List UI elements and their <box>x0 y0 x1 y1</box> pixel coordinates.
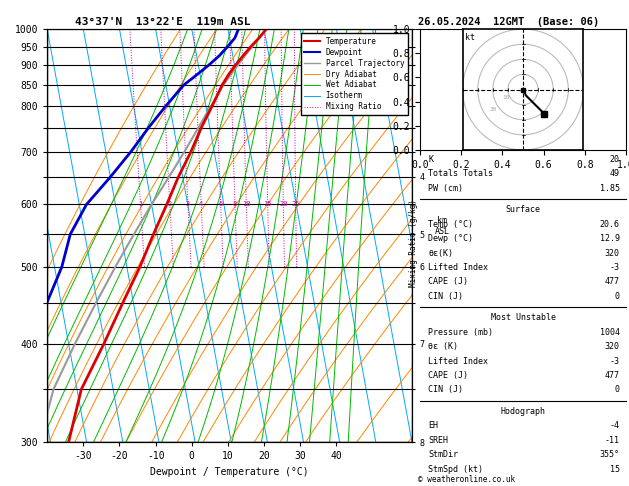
Text: CAPE (J): CAPE (J) <box>428 371 469 380</box>
Text: -11: -11 <box>604 436 620 445</box>
Y-axis label: km
ASL: km ASL <box>435 216 450 236</box>
Text: 26.05.2024  12GMT  (Base: 06): 26.05.2024 12GMT (Base: 06) <box>418 17 599 27</box>
Text: Totals Totals: Totals Totals <box>428 170 493 178</box>
Text: 0: 0 <box>615 292 620 301</box>
Text: 477: 477 <box>604 371 620 380</box>
Text: 25: 25 <box>291 201 300 208</box>
Text: 10: 10 <box>242 201 250 208</box>
Text: StmDir: StmDir <box>428 450 459 459</box>
Text: 477: 477 <box>604 278 620 286</box>
Text: -4: -4 <box>610 421 620 431</box>
Text: Lifted Index: Lifted Index <box>428 263 488 272</box>
Text: 1: 1 <box>138 201 143 208</box>
Text: -3: -3 <box>610 263 620 272</box>
Text: -3: -3 <box>610 357 620 365</box>
Text: 320: 320 <box>604 342 620 351</box>
Text: 355°: 355° <box>599 450 620 459</box>
Text: © weatheronline.co.uk: © weatheronline.co.uk <box>418 474 515 484</box>
Text: 49: 49 <box>610 170 620 178</box>
Text: SREH: SREH <box>428 436 448 445</box>
Text: Mixing Ratio (g/kg): Mixing Ratio (g/kg) <box>409 199 418 287</box>
Text: Dewp (°C): Dewp (°C) <box>428 234 474 243</box>
Text: EH: EH <box>428 421 438 431</box>
Text: 30: 30 <box>490 106 498 112</box>
Text: Pressure (mb): Pressure (mb) <box>428 328 493 337</box>
Text: Temp (°C): Temp (°C) <box>428 220 474 229</box>
Text: kt: kt <box>465 33 475 42</box>
Text: Lifted Index: Lifted Index <box>428 357 488 365</box>
Text: StmSpd (kt): StmSpd (kt) <box>428 465 484 473</box>
Text: 0: 0 <box>615 385 620 394</box>
Text: PW (cm): PW (cm) <box>428 184 464 193</box>
Text: 20.6: 20.6 <box>599 220 620 229</box>
Text: Most Unstable: Most Unstable <box>491 313 555 322</box>
Text: 43°37'N  13°22'E  119m ASL: 43°37'N 13°22'E 119m ASL <box>75 17 251 27</box>
Text: 3: 3 <box>186 201 190 208</box>
Text: CAPE (J): CAPE (J) <box>428 278 469 286</box>
Text: θε(K): θε(K) <box>428 249 454 258</box>
Text: Hodograph: Hodograph <box>501 407 545 416</box>
Legend: Temperature, Dewpoint, Parcel Trajectory, Dry Adiabat, Wet Adiabat, Isotherm, Mi: Temperature, Dewpoint, Parcel Trajectory… <box>301 33 408 115</box>
Text: CIN (J): CIN (J) <box>428 292 464 301</box>
Text: CIN (J): CIN (J) <box>428 385 464 394</box>
Text: 12.9: 12.9 <box>599 234 620 243</box>
Text: 320: 320 <box>604 249 620 258</box>
Text: 4: 4 <box>199 201 203 208</box>
Text: 6: 6 <box>218 201 223 208</box>
Text: 15: 15 <box>264 201 272 208</box>
Text: 15: 15 <box>610 465 620 473</box>
Text: 8: 8 <box>233 201 237 208</box>
Text: 10: 10 <box>502 95 509 100</box>
Text: K: K <box>428 155 433 164</box>
X-axis label: Dewpoint / Temperature (°C): Dewpoint / Temperature (°C) <box>150 467 309 477</box>
Text: 20: 20 <box>610 155 620 164</box>
Text: 1004: 1004 <box>599 328 620 337</box>
Text: 1.85: 1.85 <box>599 184 620 193</box>
Text: Surface: Surface <box>506 206 540 214</box>
Text: 20: 20 <box>279 201 287 208</box>
Text: θε (K): θε (K) <box>428 342 459 351</box>
Text: 2: 2 <box>168 201 172 208</box>
